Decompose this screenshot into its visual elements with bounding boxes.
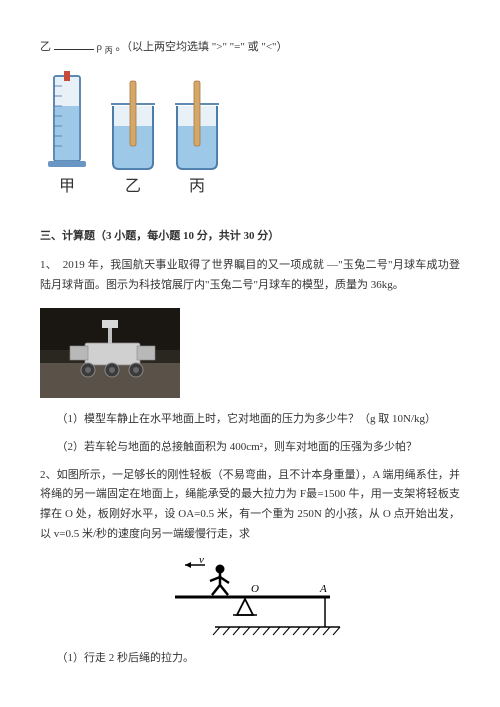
blank-fill[interactable] — [54, 38, 94, 50]
q2-sub1: （1）行走 2 秒后绳的拉力。 — [40, 649, 460, 669]
rover-svg — [40, 308, 180, 398]
label-bing: 丙 — [189, 178, 205, 195]
label-jia: 甲 — [59, 178, 75, 195]
label-v: v — [199, 557, 204, 566]
q1-sub1: （1）模型车静止在水平地面上时，它对地面的压力为多少牛？（g 取 10N/kg） — [40, 410, 460, 430]
rho-sub: 丙 — [105, 46, 113, 55]
frag-suffix: 。（以上两空均选填 ">" "=" 或 "<"） — [116, 41, 288, 53]
q2-text: 2、如图所示，一足够长的刚性轻板（不易弯曲，且不计本身重量），A 端用绳系住，并… — [40, 466, 460, 545]
label-A: A — [319, 583, 327, 595]
rover-figure — [40, 308, 460, 398]
lever-figure: v O A — [40, 557, 460, 637]
fragment-line: 乙 ρ 丙 。（以上两空均选填 ">" "=" 或 "<"） — [40, 38, 460, 59]
rho-symbol: ρ — [97, 41, 103, 53]
frag-prefix: 乙 — [40, 41, 51, 53]
label-yi: 乙 — [125, 178, 141, 195]
q1-sub2: （2）若车轮与地面的总接触面积为 400cm²，则车对地面的压强为多少帕？ — [40, 438, 460, 458]
beaker-figure: 甲 乙 丙 — [40, 71, 460, 211]
lever-svg: v O A — [155, 557, 345, 637]
q1-text: 1、 2019 年，我国航天事业取得了世界瞩目的又一项成就 —"玉兔二号"月球车… — [40, 256, 460, 296]
beaker-svg: 甲 乙 丙 — [40, 71, 240, 211]
section-3-title: 三、计算题（3 小题，每小题 10 分，共计 30 分） — [40, 227, 460, 247]
label-O: O — [251, 583, 259, 595]
